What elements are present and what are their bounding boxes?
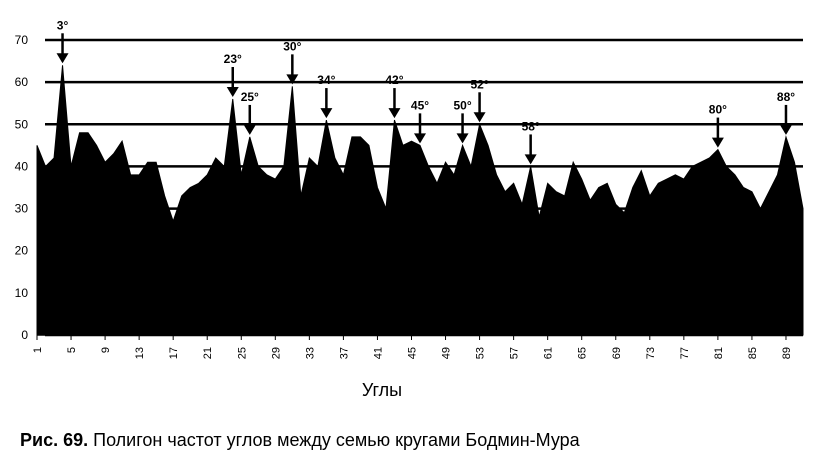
- caption: Рис. 69. Полигон частот углов между семь…: [20, 430, 581, 450]
- x-tick-label: 37: [338, 347, 350, 359]
- x-tick-label: 85: [747, 347, 759, 359]
- annotation: 80°: [709, 103, 727, 117]
- x-tick-label: 57: [509, 347, 521, 359]
- x-tick-label: 9: [100, 347, 112, 353]
- x-tick-label: 89: [781, 347, 793, 359]
- y-tick-label: 60: [15, 75, 29, 89]
- x-tick-label: 25: [236, 347, 248, 359]
- x-tick-label: 5: [66, 347, 78, 353]
- annotation: 52°: [470, 77, 488, 91]
- annotation: 42°: [385, 73, 403, 87]
- y-tick-label: 50: [15, 117, 29, 131]
- annotation-arrowhead: [388, 108, 401, 119]
- annotation-arrowhead: [56, 53, 69, 64]
- x-tick-label: 77: [679, 347, 691, 359]
- y-tick-label: 0: [21, 328, 28, 342]
- x-tick-label: 33: [304, 347, 316, 359]
- x-tick-label: 81: [713, 347, 725, 359]
- x-tick-label: 1: [32, 347, 44, 353]
- annotation-arrowhead: [456, 133, 469, 144]
- annotation-arrowhead: [320, 108, 333, 119]
- x-tick-label: 65: [577, 347, 589, 359]
- annotation-arrowhead: [243, 124, 256, 135]
- x-tick-label: 53: [475, 347, 487, 359]
- annotation: 50°: [453, 98, 471, 112]
- caption-text: Полигон частот углов между семью кругами…: [93, 430, 581, 450]
- y-tick-label: 70: [15, 33, 29, 47]
- x-tick-label: 17: [168, 347, 180, 359]
- annotation: 88°: [777, 90, 795, 104]
- annotation-arrowhead: [779, 124, 792, 135]
- y-tick-label: 40: [15, 159, 29, 173]
- x-axis-title: Углы: [362, 380, 402, 400]
- x-tick-label: 21: [202, 347, 214, 359]
- y-tick-label: 10: [15, 286, 29, 300]
- x-tick-label: 41: [372, 347, 384, 359]
- x-tick-label: 61: [543, 347, 555, 359]
- annotation-arrowhead: [414, 133, 426, 144]
- x-tick-label: 45: [406, 347, 418, 359]
- x-tick-label: 73: [645, 347, 657, 359]
- annotation: 45°: [411, 98, 429, 112]
- x-tick-label: 13: [134, 347, 146, 359]
- annotation-arrowhead: [473, 112, 486, 123]
- annotation: 25°: [241, 90, 259, 104]
- annotation: 34°: [317, 73, 335, 87]
- x-tick-label: 29: [270, 347, 282, 359]
- annotation: 30°: [283, 39, 301, 53]
- y-tick-label: 30: [15, 202, 29, 216]
- annotation: 58°: [522, 119, 540, 133]
- annotation-arrowhead: [286, 74, 299, 85]
- annotation-arrowhead: [226, 87, 239, 97]
- annotation: 23°: [224, 52, 242, 66]
- annotation-arrowhead: [524, 154, 537, 165]
- area: [36, 65, 804, 336]
- caption-label: Рис. 69.: [20, 430, 88, 450]
- annotation-arrowhead: [711, 137, 724, 148]
- x-tick-label: 49: [441, 347, 453, 359]
- annotation: 3°: [57, 18, 69, 32]
- x-tick-label: 69: [611, 347, 623, 359]
- y-tick-label: 20: [15, 244, 29, 258]
